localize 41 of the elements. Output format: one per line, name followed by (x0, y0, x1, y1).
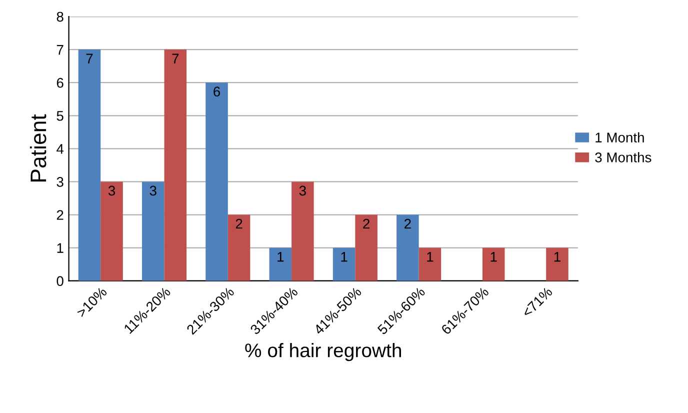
bar (228, 214, 250, 281)
data-label: 1 (554, 252, 560, 262)
y-tick-label: 7 (56, 45, 64, 55)
bar (332, 248, 356, 281)
bar (292, 182, 314, 281)
y-tick-label: 4 (56, 144, 64, 154)
bar (269, 248, 292, 281)
bar (206, 82, 228, 281)
y-tick-label: 2 (56, 210, 64, 220)
data-label: 1 (490, 252, 497, 262)
bar (142, 182, 164, 281)
y-axis-title: Patient (30, 114, 46, 182)
y-tick-label: 8 (56, 12, 64, 22)
data-label: 7 (172, 54, 179, 64)
bar (355, 214, 378, 281)
data-label: 1 (341, 252, 348, 262)
y-tick-label: 5 (56, 111, 64, 121)
bar (418, 248, 442, 281)
data-label: 2 (404, 218, 411, 229)
data-label: 1 (278, 252, 284, 262)
y-tick-label: 6 (56, 78, 64, 88)
bar (78, 50, 101, 281)
data-label: 1 (427, 252, 434, 262)
data-label: 2 (236, 218, 242, 229)
bar (546, 248, 568, 281)
data-label: 2 (363, 218, 370, 229)
data-label: 3 (150, 186, 156, 196)
bar (482, 248, 505, 281)
data-label: 3 (108, 186, 116, 196)
y-tick-label: 1 (57, 243, 64, 253)
x-axis-title: % of hair regrowth (245, 342, 401, 362)
data-label: 6 (214, 86, 220, 97)
y-tick-label: 0 (56, 276, 64, 286)
legend-label: 3 Months (595, 152, 652, 162)
bar (100, 182, 123, 281)
data-label: 3 (299, 186, 306, 196)
bar (164, 50, 187, 281)
legend-label: 1 Month (596, 132, 644, 142)
y-tick-label: 3 (56, 177, 64, 187)
data-label: 7 (86, 54, 93, 64)
bar (396, 214, 419, 281)
